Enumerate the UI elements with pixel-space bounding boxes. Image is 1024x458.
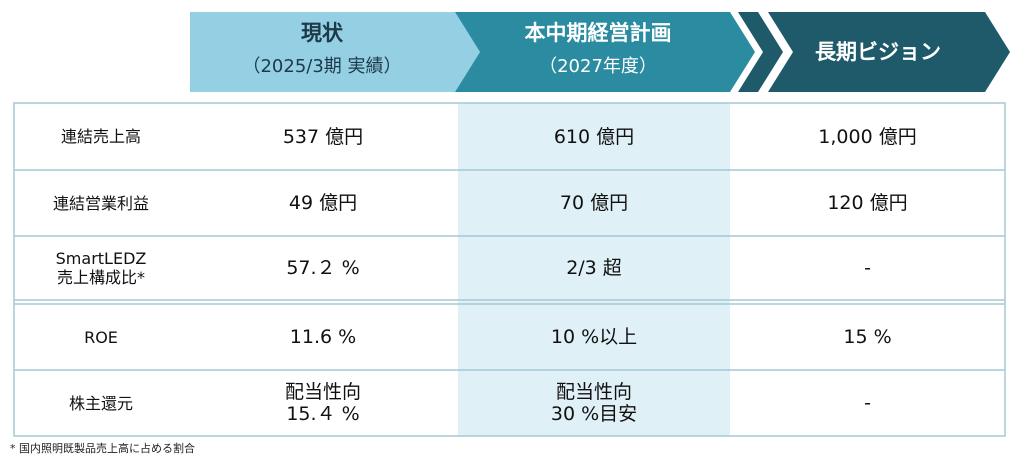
cell-text: 株主還元 (68, 393, 133, 413)
column-title: 現状 (301, 21, 344, 45)
table-cell: 49 億円 (188, 170, 458, 236)
table-cell: 120 億円 (730, 170, 1005, 236)
footnote: * 国内照明既製品売上高に占める割合 (10, 442, 195, 455)
cell-text: - (864, 257, 871, 279)
column-title: 長期ビジョン (815, 40, 941, 64)
cell-text: 15.４ % (286, 403, 360, 425)
cell-text: 10 %以上 (550, 326, 638, 348)
table-cell: 配当性向 15.４ % (188, 370, 458, 436)
chevron (738, 12, 783, 92)
cell-text: 70 億円 (559, 192, 629, 214)
table-cell: 10 %以上 (458, 304, 730, 370)
column-subtitle: （2025/3期 実績） (242, 56, 401, 77)
cell-text: 537 億円 (282, 125, 364, 148)
table-cell: 537 億円 (188, 103, 458, 170)
cell-text: 配当性向 (555, 381, 632, 403)
column-title: 本中期経営計画 (525, 21, 672, 45)
grid (13, 102, 1006, 437)
cell-text: 2/3 超 (566, 257, 622, 279)
cell-text: 連結売上高 (60, 127, 141, 146)
cell-text: 売上構成比* (56, 268, 145, 287)
table-cell: 2/3 超 (458, 236, 730, 300)
table-cell: - (730, 370, 1005, 436)
row-label: ROE (14, 304, 188, 370)
cell-text: 11.6 % (289, 326, 357, 348)
cell-text: 15 % (843, 326, 892, 348)
row-label: 株主還元 (14, 370, 188, 436)
row-label: SmartLEDZ 売上構成比* (14, 236, 188, 300)
cell-text: 30 %目安 (550, 403, 638, 425)
cell-text: 1,000 億円 (818, 125, 917, 148)
cell-text: ROE (84, 327, 118, 347)
cell-text: SmartLEDZ (55, 249, 147, 268)
chevron (190, 12, 480, 92)
table-cell: 15 % (730, 304, 1005, 370)
cell-text: 配当性向 (284, 381, 361, 403)
cell-text: 57.２ % (286, 257, 360, 279)
column-subtitle: （2027年度） (539, 56, 657, 77)
row-label: 連結売上高 (14, 103, 188, 170)
table-cell: 配当性向 30 %目安 (458, 370, 730, 436)
table-cell: 11.6 % (188, 304, 458, 370)
cell-text: - (864, 392, 871, 414)
row-label: 連結営業利益 (14, 170, 188, 236)
table-cell: 70 億円 (458, 170, 730, 236)
chevron (768, 12, 1010, 92)
cell-text: 120 億円 (827, 192, 908, 214)
highlight-column (458, 103, 730, 436)
table-cell: 610 億円 (458, 103, 730, 170)
cell-text: 610 億円 (553, 125, 635, 148)
cell-text: 49 億円 (288, 192, 358, 214)
cell-text: 連結営業利益 (52, 193, 149, 213)
table-cell: 1,000 億円 (730, 103, 1005, 170)
table-cell: 57.２ % (188, 236, 458, 300)
table-cell: - (730, 236, 1005, 300)
chevron (455, 12, 755, 92)
